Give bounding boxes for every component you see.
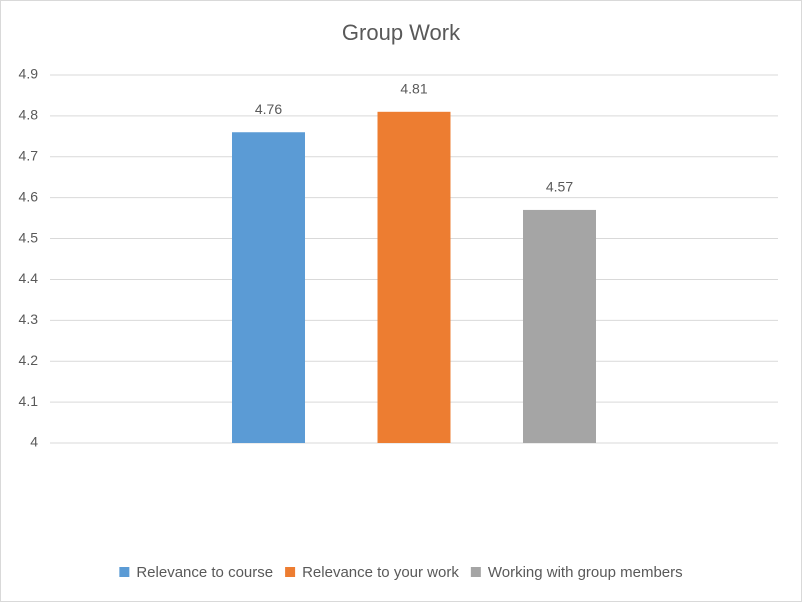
y-tick-label: 4.7 — [19, 147, 39, 163]
y-tick-label: 4.5 — [19, 229, 39, 245]
y-tick-label: 4.2 — [19, 352, 39, 368]
bar — [523, 209, 596, 443]
legend-label: Relevance to course — [136, 564, 273, 581]
y-tick-label: 4.8 — [19, 107, 39, 123]
legend-swatch — [470, 567, 481, 577]
legend-label: Working with group members — [488, 564, 683, 581]
chart-title: Group Work — [342, 20, 461, 45]
bar — [232, 132, 305, 443]
data-label: 4.57 — [546, 179, 573, 195]
y-tick-label: 4 — [30, 434, 38, 450]
legend-label: Relevance to your work — [302, 564, 459, 581]
legend-swatch — [119, 567, 130, 577]
y-tick-label: 4.9 — [19, 66, 39, 82]
y-tick-label: 4.3 — [19, 311, 39, 327]
y-tick-label: 4.4 — [19, 270, 39, 286]
y-tick-label: 4.6 — [19, 188, 39, 204]
data-label: 4.76 — [255, 101, 282, 117]
legend-swatch — [285, 567, 296, 577]
data-label: 4.81 — [400, 81, 427, 97]
bar — [377, 111, 451, 444]
y-tick-label: 4.1 — [19, 393, 39, 409]
